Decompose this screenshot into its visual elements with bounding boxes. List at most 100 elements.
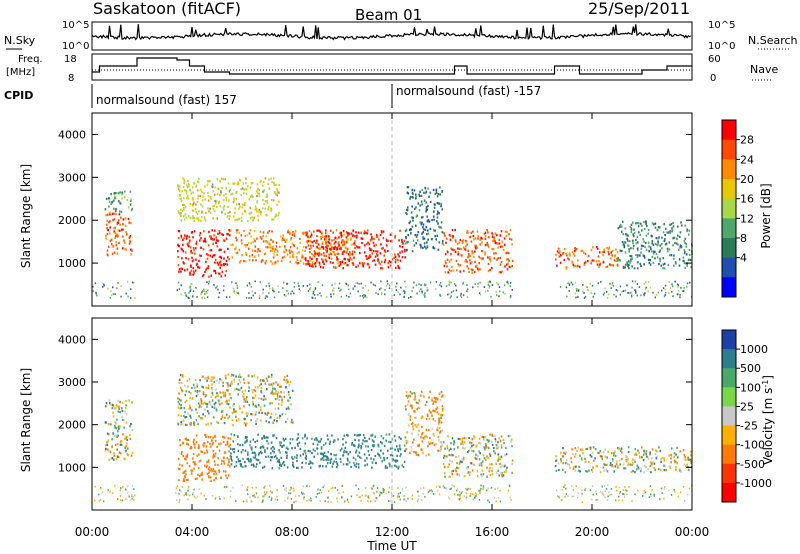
power-ground-cell <box>411 290 413 293</box>
velocity-cell <box>213 406 216 409</box>
power-cell <box>257 219 259 222</box>
velocity-cell <box>213 473 215 476</box>
power-cell <box>608 246 610 249</box>
power-cell <box>438 212 440 215</box>
velocity-cell <box>263 396 266 400</box>
velocity-cell <box>500 472 502 475</box>
velocity-cell <box>380 449 382 452</box>
power-cell <box>350 243 353 246</box>
x-tick-label: 08:00 <box>275 525 310 539</box>
power-cell <box>321 258 323 261</box>
velocity-cell <box>467 450 469 454</box>
velocity-cell <box>409 415 412 418</box>
velocity-cell <box>437 412 440 416</box>
power-cell <box>224 274 227 277</box>
power-ground-cell <box>408 297 410 299</box>
power-cell <box>411 191 414 194</box>
power-cell <box>184 213 187 216</box>
power-ground-cell <box>504 292 506 295</box>
power-cell <box>260 179 262 183</box>
velocity-cell <box>465 437 468 440</box>
power-ground-cell <box>657 291 660 294</box>
power-cell <box>300 256 303 259</box>
power-cell <box>283 238 286 241</box>
power-cell <box>225 187 227 190</box>
power-cell <box>278 211 280 215</box>
power-cell <box>266 241 269 244</box>
velocity-cell <box>415 453 418 456</box>
velocity-ground-cell <box>175 487 178 489</box>
velocity-cell <box>368 453 370 457</box>
power-ground-cell <box>345 294 348 297</box>
velocity-cell <box>243 422 246 425</box>
velocity-cell <box>381 460 383 463</box>
power-cell <box>215 236 218 239</box>
velocity-cell <box>348 461 351 464</box>
velocity-cell <box>106 441 108 444</box>
velocity-cell <box>673 455 675 459</box>
velocity-cell <box>505 453 508 456</box>
velocity-cell <box>244 441 246 444</box>
velocity-cell <box>118 427 120 430</box>
velocity-ground-cell <box>482 488 484 491</box>
velocity-cell <box>482 473 485 476</box>
colorbar-swatch <box>722 198 736 219</box>
power-cell <box>382 237 385 240</box>
power-cell <box>126 233 128 236</box>
power-cell <box>607 248 610 251</box>
power-cell <box>366 232 369 235</box>
velocity-ground-cell <box>301 491 303 494</box>
power-ground-cell <box>450 281 452 284</box>
power-cell <box>658 226 661 229</box>
velocity-cell <box>619 463 621 466</box>
velocity-cell <box>345 441 347 444</box>
power-cell <box>212 238 214 241</box>
power-cell <box>375 250 377 253</box>
power-cell <box>678 248 680 251</box>
power-cell <box>322 266 324 269</box>
power-ground-cell <box>299 289 301 292</box>
colorbar-tick-label: -100 <box>740 439 765 452</box>
velocity-cell <box>446 447 449 450</box>
power-cell <box>411 188 413 191</box>
velocity-cell <box>385 433 388 436</box>
power-cell <box>505 258 508 261</box>
power-cell <box>626 261 628 264</box>
power-cell <box>636 235 639 238</box>
power-ground-cell <box>110 290 112 293</box>
power-cell <box>219 263 222 266</box>
power-cell <box>115 241 117 244</box>
power-cell <box>611 254 613 257</box>
velocity-cell <box>366 457 368 460</box>
power-ground-cell <box>586 288 589 291</box>
power-ground-cell <box>418 283 420 285</box>
power-cell <box>245 192 248 195</box>
velocity-cell <box>494 440 497 443</box>
velocity-cell <box>555 455 557 458</box>
velocity-cell <box>226 441 229 444</box>
velocity-cell <box>130 454 133 457</box>
velocity-cell <box>505 446 507 450</box>
velocity-cell <box>233 403 235 406</box>
power-cell <box>260 260 263 263</box>
velocity-cell <box>108 423 111 426</box>
velocity-cell <box>247 451 249 454</box>
power-ground-cell <box>205 291 207 293</box>
velocity-cell <box>111 438 113 441</box>
power-ground-cell <box>362 287 364 289</box>
nsky-trace <box>91 24 692 41</box>
power-cell <box>318 263 321 266</box>
velocity-cell <box>377 445 380 448</box>
power-cell <box>689 258 692 261</box>
power-cell <box>630 228 633 231</box>
velocity-cell <box>358 451 361 454</box>
power-cell <box>204 185 206 188</box>
velocity-ground-cell <box>619 490 621 493</box>
velocity-cell <box>250 448 253 451</box>
power-cell <box>222 208 225 211</box>
velocity-ground-cell <box>370 500 372 503</box>
power-ground-cell <box>259 281 261 284</box>
velocity-cell <box>283 391 285 394</box>
velocity-cell <box>228 458 230 461</box>
velocity-cell <box>215 420 218 423</box>
